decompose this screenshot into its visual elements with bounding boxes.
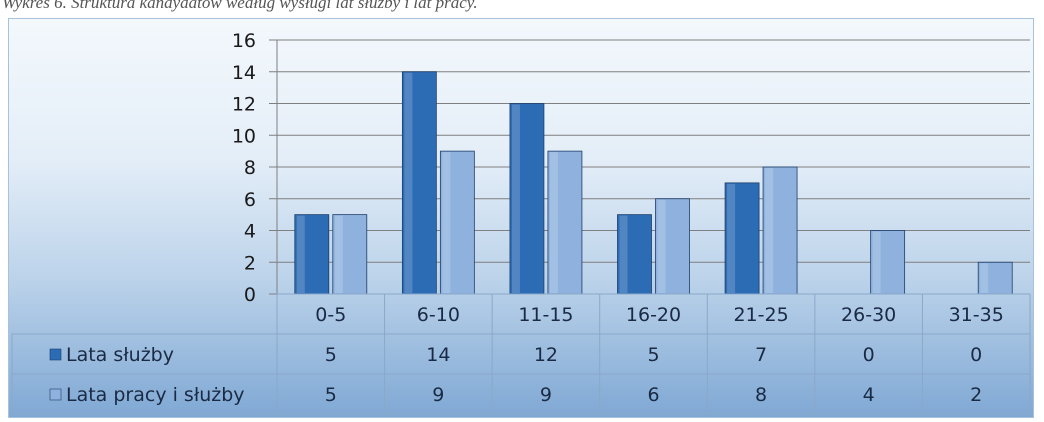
x-tick-label: 16-20 [626,304,681,326]
y-tick-label: 6 [244,189,256,211]
bar [655,198,690,295]
data-table-value: 4 [863,384,875,406]
y-tick-label: 16 [232,30,256,52]
data-table-value: 0 [863,344,875,366]
bar [762,166,798,295]
data-table-value: 8 [755,384,767,406]
bar-highlight [404,72,413,293]
y-tick-label: 14 [232,62,256,84]
bar-highlight [619,215,628,293]
bar-highlight [442,152,451,293]
bar-highlight [727,183,736,293]
x-tick-label: 26-30 [841,304,896,326]
x-tick-label: 31-35 [949,304,1004,326]
bar [401,71,437,295]
legend-label: Lata służby [66,344,174,366]
data-table-value: 14 [426,344,450,366]
data-table-value: 2 [970,384,982,406]
bar [617,214,652,295]
data-table-value: 9 [540,384,552,406]
legend-swatch [49,388,62,401]
x-tick-label: 6-10 [417,304,460,326]
data-table-value: 0 [970,344,982,366]
bar [509,103,545,295]
data-table-value: 5 [325,344,337,366]
y-tick-label: 0 [244,284,256,306]
y-tick-label: 2 [244,252,256,274]
chart-caption: Wykres 6. Struktura kandydatów według wy… [2,0,478,12]
data-table-value: 6 [647,384,659,406]
bar-highlight [872,231,881,293]
bar-highlight [980,263,989,293]
bar-highlight [549,152,558,293]
bar-highlight [657,199,666,293]
bar [724,182,760,295]
bar-highlight [765,168,774,293]
data-table-value: 7 [755,344,767,366]
x-tick-label: 11-15 [518,304,573,326]
bar-highlight [334,215,343,293]
legend-label: Lata pracy i służby [66,384,245,406]
bar-highlight [511,104,520,293]
y-tick-label: 12 [232,94,256,116]
data-table-value: 5 [325,384,337,406]
bar [332,214,368,295]
y-tick-label: 8 [244,157,256,179]
bar [977,261,1013,295]
data-table-value: 12 [534,344,558,366]
bar [294,214,330,295]
data-table-value: 9 [432,384,444,406]
bar [870,230,906,295]
x-tick-label: 21-25 [733,304,788,326]
bar-highlight [296,215,305,293]
x-tick-label: 0-5 [315,304,346,326]
y-tick-label: 4 [244,221,256,243]
legend-swatch [49,348,62,361]
bar [439,150,475,295]
y-tick-label: 10 [232,125,256,147]
bar [547,150,583,295]
data-table-value: 5 [647,344,659,366]
